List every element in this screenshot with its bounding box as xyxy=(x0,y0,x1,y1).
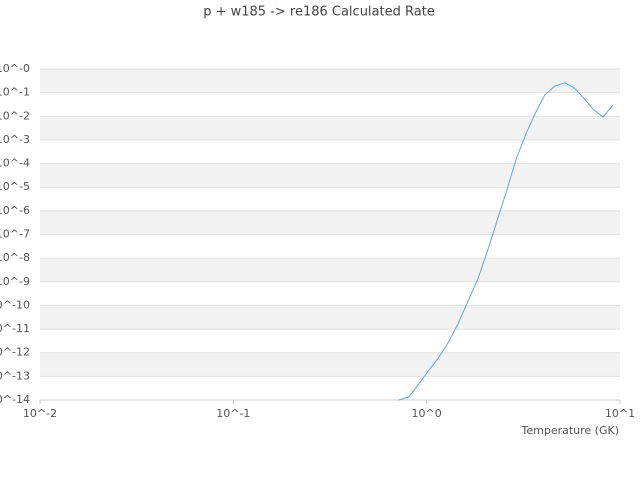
y-tick-label: 10^-11 xyxy=(0,322,30,335)
grid-band xyxy=(40,163,620,188)
x-axis-label: Temperature (GK) xyxy=(521,424,620,437)
y-tick-label: 10^-10 xyxy=(0,298,30,311)
grid-band xyxy=(40,116,620,140)
grid-band xyxy=(40,258,620,282)
x-tick-label: 10^1 xyxy=(605,407,635,420)
y-tick-label: 10^-14 xyxy=(0,393,30,406)
grid-band xyxy=(40,376,620,400)
chart-title: p + w185 -> re186 Calculated Rate xyxy=(203,5,435,20)
y-tick-label: 10^-8 xyxy=(0,251,30,264)
grid-band xyxy=(40,329,620,353)
grid-band xyxy=(40,352,620,377)
y-tick-label: 10^-5 xyxy=(0,180,30,193)
x-tick-label: 10^-1 xyxy=(216,407,250,420)
y-tick-label: 10^-13 xyxy=(0,369,30,382)
x-tick-label: 10^-2 xyxy=(23,407,57,420)
grid-band xyxy=(40,92,620,117)
y-tick-label: 10^-0 xyxy=(0,62,30,75)
grid-band xyxy=(40,305,620,330)
y-tick-label: 10^-4 xyxy=(0,157,30,170)
y-tick-label: 10^-12 xyxy=(0,346,30,359)
x-tick-label: 10^0 xyxy=(412,407,442,420)
grid-band xyxy=(40,69,620,93)
grid-band xyxy=(40,281,620,306)
y-tick-label: 10^-7 xyxy=(0,228,30,241)
y-tick-label: 10^-2 xyxy=(0,109,30,122)
y-tick-label: 10^-6 xyxy=(0,204,30,217)
grid-band xyxy=(40,139,620,164)
data-line xyxy=(398,82,614,401)
grid-band xyxy=(40,187,620,211)
y-tick-label: 10^-9 xyxy=(0,275,30,288)
grid-band xyxy=(40,234,620,259)
y-tick-label: 10^-1 xyxy=(0,86,30,99)
grid-band xyxy=(40,210,620,235)
y-tick-label: 10^-3 xyxy=(0,133,30,146)
